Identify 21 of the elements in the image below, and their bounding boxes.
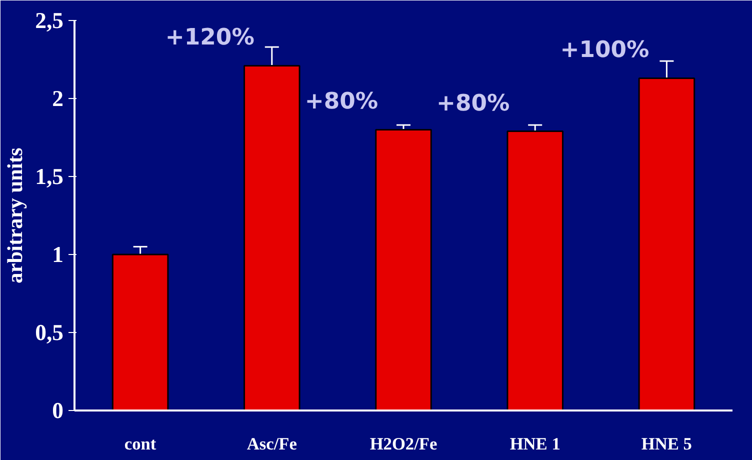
y-tick-label: 1,5 xyxy=(35,164,64,189)
bar xyxy=(375,128,432,410)
y-tick-label: 0,5 xyxy=(35,320,64,345)
x-tick-label: H2O2/Fe xyxy=(370,434,438,454)
bar xyxy=(638,77,696,410)
annotation: +80% xyxy=(436,90,510,116)
annotation: +100% xyxy=(560,37,650,64)
y-tick-label: 2,5 xyxy=(35,8,64,33)
y-axis-title: arbitrary units xyxy=(3,148,28,284)
x-tick-label: Asc/Fe xyxy=(246,434,298,454)
x-tick-label: HNE 1 xyxy=(510,434,560,454)
y-tick-label: 0 xyxy=(52,398,64,423)
y-tick-label: 2 xyxy=(52,86,64,111)
y-tick-label: 1 xyxy=(52,242,64,267)
annotation: +80% xyxy=(304,88,378,115)
bar xyxy=(112,254,169,410)
x-tick-label: cont xyxy=(124,434,156,454)
x-tick-label: HNE 5 xyxy=(641,434,692,454)
bar xyxy=(506,130,564,410)
bar xyxy=(244,64,300,410)
annotation: +120% xyxy=(165,24,254,51)
